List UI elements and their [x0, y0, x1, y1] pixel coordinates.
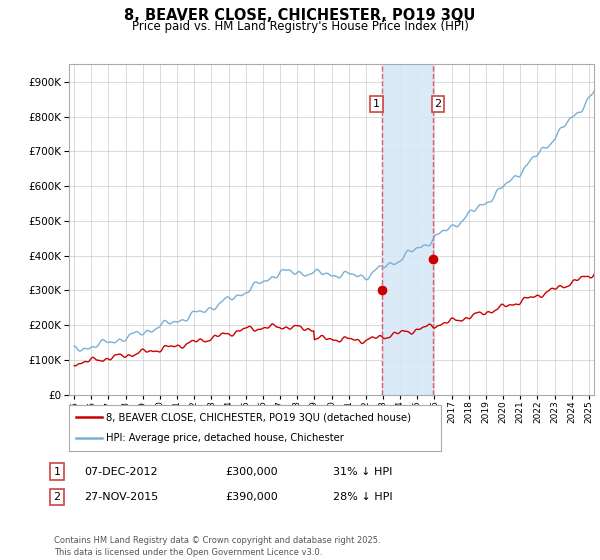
Text: 8, BEAVER CLOSE, CHICHESTER, PO19 3QU: 8, BEAVER CLOSE, CHICHESTER, PO19 3QU [124, 8, 476, 24]
Text: £390,000: £390,000 [225, 492, 278, 502]
Text: 28% ↓ HPI: 28% ↓ HPI [333, 492, 392, 502]
Text: Price paid vs. HM Land Registry's House Price Index (HPI): Price paid vs. HM Land Registry's House … [131, 20, 469, 32]
Text: 2: 2 [434, 99, 442, 109]
Text: HPI: Average price, detached house, Chichester: HPI: Average price, detached house, Chic… [106, 433, 344, 444]
Text: 27-NOV-2015: 27-NOV-2015 [84, 492, 158, 502]
Text: 07-DEC-2012: 07-DEC-2012 [84, 466, 158, 477]
Text: £300,000: £300,000 [225, 466, 278, 477]
Text: Contains HM Land Registry data © Crown copyright and database right 2025.
This d: Contains HM Land Registry data © Crown c… [54, 536, 380, 557]
Text: 1: 1 [373, 99, 380, 109]
Bar [382, 64, 433, 395]
Text: 2: 2 [53, 492, 61, 502]
Text: 8, BEAVER CLOSE, CHICHESTER, PO19 3QU (detached house): 8, BEAVER CLOSE, CHICHESTER, PO19 3QU (d… [106, 412, 411, 422]
Text: 31% ↓ HPI: 31% ↓ HPI [333, 466, 392, 477]
Text: 1: 1 [53, 466, 61, 477]
